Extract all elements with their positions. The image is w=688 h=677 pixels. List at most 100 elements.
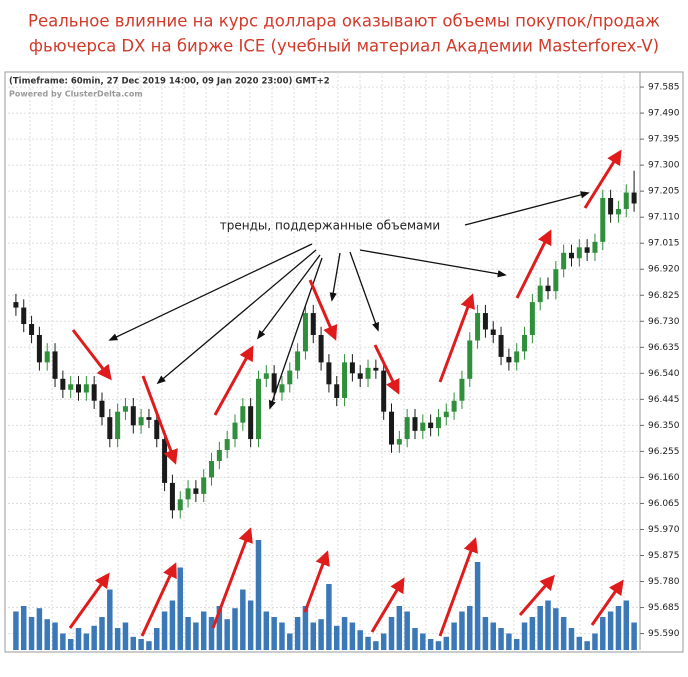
volume-bar — [67, 639, 74, 650]
volume-bar — [623, 600, 630, 650]
volume-bar — [302, 606, 309, 650]
volume-bar — [600, 617, 606, 650]
y-tick-label: 96.350 — [648, 421, 680, 431]
volume-bar — [28, 617, 35, 650]
volume-bar — [247, 600, 254, 650]
y-tick-label: 96.160 — [648, 473, 680, 483]
volume-bar — [310, 622, 317, 650]
volume-bar — [271, 617, 277, 650]
candle-body — [279, 384, 285, 393]
volume-bar — [122, 622, 129, 650]
candle-body — [122, 406, 128, 412]
candle-body — [29, 324, 35, 335]
volume-bar — [130, 636, 137, 650]
volume-bar — [592, 633, 598, 650]
volume-bar — [443, 636, 450, 650]
candle-body — [68, 384, 74, 390]
y-tick-label: 97.015 — [648, 239, 680, 249]
candle-body — [404, 417, 410, 440]
candle-body — [467, 340, 473, 379]
volume-bar — [60, 633, 66, 650]
candle-body — [36, 334, 42, 363]
candle-body — [561, 252, 567, 270]
candle-body — [115, 411, 121, 440]
y-tick-label: 97.110 — [648, 213, 680, 223]
volume-bar — [83, 633, 90, 650]
candle-body — [326, 362, 332, 385]
y-tick-label: 96.540 — [648, 369, 680, 379]
volume-bar — [154, 628, 160, 650]
volume-bar — [294, 617, 301, 650]
volume-bar — [107, 589, 113, 650]
candle-body — [83, 384, 89, 393]
volume-bar — [427, 639, 434, 650]
volume-bar — [568, 628, 575, 650]
volume-bar — [161, 611, 168, 650]
volume-bar — [513, 639, 520, 650]
volume-bar — [44, 619, 50, 650]
candle-body — [381, 370, 387, 412]
candle-body — [357, 373, 363, 379]
candle-body — [209, 460, 215, 478]
candle-body — [271, 373, 277, 393]
candle-body — [514, 351, 520, 363]
volume-bar — [279, 622, 285, 650]
y-tick-label: 96.825 — [648, 291, 680, 301]
candle-body — [342, 362, 348, 398]
candle-body — [310, 313, 316, 335]
annotation: тренды, поддержанные объемами — [220, 219, 440, 233]
candle-body — [334, 384, 340, 398]
candle-body — [451, 400, 457, 412]
candle-body — [553, 269, 559, 292]
candle-body — [130, 406, 136, 426]
candle-body — [248, 406, 254, 440]
volume-bar — [75, 628, 82, 650]
volume-bar — [146, 641, 152, 650]
volume-bar — [193, 622, 199, 650]
info-label: (Timeframe: 60min, 27 Dec 2019 14:00, 09… — [9, 77, 330, 87]
volume-bar — [474, 562, 481, 650]
volume-bar — [318, 619, 324, 650]
y-tick-label: 96.635 — [648, 343, 680, 353]
candle-body — [608, 198, 614, 215]
candle-body — [255, 378, 261, 440]
volume-bar — [459, 611, 465, 650]
volume-bar — [404, 611, 410, 650]
volume-bar — [20, 606, 27, 650]
candle-body — [420, 422, 426, 431]
candle-body — [169, 482, 175, 511]
volume-bar — [451, 622, 457, 650]
candle-body — [76, 384, 82, 393]
y-tick-label: 95.875 — [648, 551, 680, 561]
frame — [4, 71, 684, 653]
candle-body — [201, 477, 207, 494]
candle-body — [107, 417, 113, 440]
volume-bar — [576, 636, 583, 650]
y-tick-label: 96.920 — [648, 265, 680, 275]
candle-body — [349, 362, 355, 374]
candle-body — [99, 400, 105, 418]
volume-bar — [232, 608, 238, 650]
volume-bar — [200, 611, 207, 650]
volume-bar — [216, 606, 223, 650]
candle-body — [584, 247, 590, 253]
candle-body — [138, 417, 144, 426]
candle-body — [490, 329, 496, 335]
volume-bar — [224, 619, 230, 650]
candle-body — [216, 450, 222, 461]
volume-bar — [373, 641, 379, 650]
chart-subtitle: фьючерса DX на бирже ICE (учебный матери… — [29, 37, 659, 56]
candle-body — [318, 334, 324, 363]
candle-body — [302, 313, 308, 352]
candle-body — [568, 252, 574, 259]
candle-body — [60, 378, 66, 390]
volume-bar — [138, 639, 144, 650]
candle-body — [162, 439, 168, 483]
volume-bar — [114, 628, 121, 650]
volume-bar — [287, 633, 293, 650]
candle-body — [623, 192, 629, 209]
volume-bar — [91, 625, 97, 650]
candle-body — [396, 439, 402, 445]
